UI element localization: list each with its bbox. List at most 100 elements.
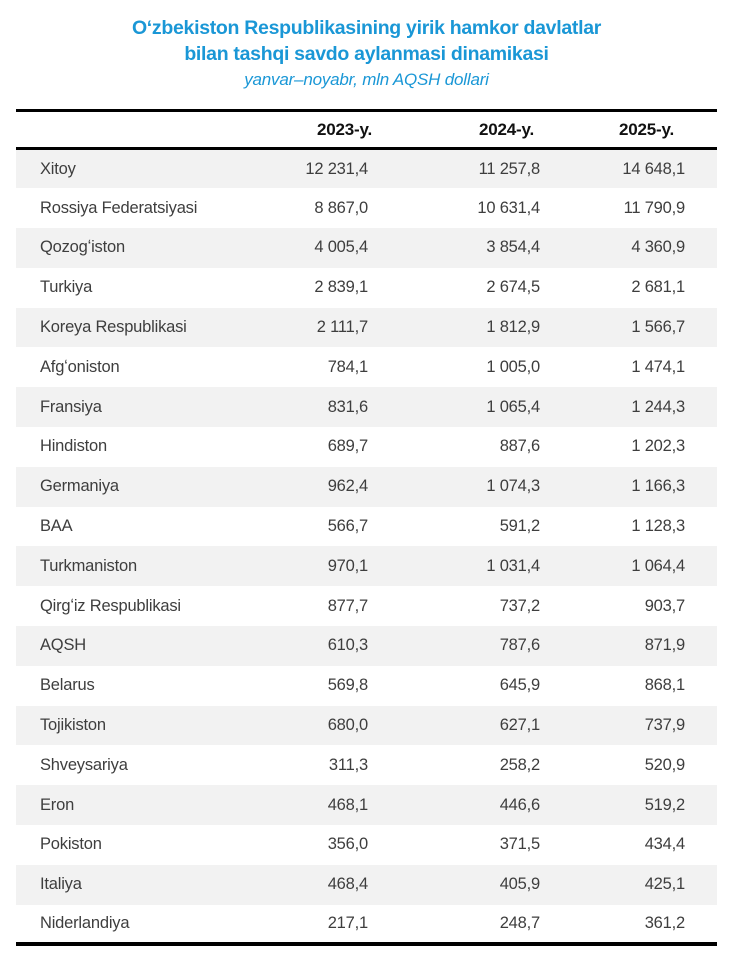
value-cell-2024: 737,2: [499, 596, 540, 615]
value-cell-2024: 591,2: [499, 517, 540, 536]
country-cell: BAA: [40, 517, 73, 536]
value-cell-2023: 356,0: [327, 835, 368, 854]
country-cell: Italiya: [40, 875, 82, 894]
value-cell-2025: 520,9: [644, 755, 685, 774]
country-cell: Pokiston: [40, 835, 102, 854]
country-cell: Qozogʻiston: [40, 238, 125, 257]
value-cell-2025: 2 681,1: [631, 278, 685, 297]
table-row: Shveysariya 311,3 258,2 520,9: [16, 745, 717, 785]
value-cell-2023: 8 867,0: [314, 198, 368, 217]
page-title-line-1: Oʻzbekiston Respublikasining yirik hamko…: [131, 17, 602, 39]
country-cell: AQSH: [40, 636, 86, 655]
value-cell-2024: 1 005,0: [486, 357, 540, 376]
value-cell-2024: 10 631,4: [477, 198, 540, 217]
value-cell-2025: 519,2: [644, 795, 685, 814]
country-cell: Tojikiston: [40, 716, 106, 735]
page-title-line-2: bilan tashqi savdo aylanmasi dinamikasi: [184, 43, 549, 65]
country-cell: Rossiya Federatsiyasi: [40, 198, 198, 217]
table-row: Koreya Respublikasi 2 111,7 1 812,9 1 566,7: [16, 307, 717, 348]
value-cell-2023: 877,7: [327, 596, 368, 615]
value-cell-2025: 4 360,9: [631, 238, 685, 257]
value-cell-2023: 784,1: [327, 357, 368, 376]
value-cell-2024: 645,9: [499, 676, 540, 695]
table-row: Rossiya Federatsiyasi 8 867,0 10 631,4 11 7…: [16, 188, 717, 228]
value-cell-2023: 566,7: [327, 517, 368, 536]
table-row: Xitoy 12 231,4 11 257,8 14 648,1: [16, 148, 717, 189]
table-row: Qirgʻiz Respublikasi 877,7 737,2 903,7: [16, 586, 717, 626]
value-cell-2023: 217,1: [327, 914, 368, 933]
value-cell-2024: 405,9: [499, 875, 540, 894]
value-cell-2025: 868,1: [644, 676, 685, 695]
value-cell-2025: 1 166,3: [631, 477, 685, 496]
country-cell: Shveysariya: [40, 755, 128, 774]
country-cell: Eron: [40, 795, 75, 814]
value-cell-2025: 1 064,4: [631, 556, 685, 575]
table-body: Xitoy 12 231,4 11 257,8 14 648,1 Rossiya Fed…: [16, 148, 717, 945]
value-cell-2024: 258,2: [499, 755, 540, 774]
value-cell-2025: 425,1: [644, 875, 685, 894]
value-cell-2023: 569,8: [327, 676, 368, 695]
country-cell: Belarus: [40, 676, 95, 695]
value-cell-2025: 1 566,7: [631, 318, 685, 337]
value-cell-2023: 2 111,7: [316, 318, 368, 337]
table-row: Turkmaniston 970,1 1 031,4 1 064,4: [16, 546, 717, 587]
value-cell-2024: 1 812,9: [486, 318, 540, 337]
trade-turnover-table: 2023-y. 2024-y. 2025-y. Xitoy 12 231,4 11 …: [16, 109, 717, 947]
value-cell-2024: 248,7: [499, 914, 540, 933]
table-row: Belarus 569,8 645,9 868,1: [16, 666, 717, 706]
value-cell-2024: 2 674,5: [486, 278, 540, 297]
value-cell-2025: 1 244,3: [631, 397, 685, 416]
value-cell-2024: 446,6: [499, 795, 540, 814]
value-cell-2024: 787,6: [499, 636, 540, 655]
value-cell-2023: 2 839,1: [314, 278, 368, 297]
table-row: Pokiston 356,0 371,5 434,4: [16, 825, 717, 865]
table-header-row: 2023-y. 2024-y. 2025-y.: [16, 110, 717, 150]
value-cell-2023: 4 005,4: [314, 238, 368, 257]
country-cell: Germaniya: [40, 477, 119, 496]
country-cell: Koreya Respublikasi: [40, 318, 187, 337]
value-cell-2023: 831,6: [327, 397, 368, 416]
value-cell-2024: 1 065,4: [486, 397, 540, 416]
table-row: Niderlandiya 217,1 248,7 361,2: [16, 905, 717, 945]
table-row: Fransiya 831,6 1 065,4 1 244,3: [16, 387, 717, 428]
table-row: Italiya 468,4 405,9 425,1: [16, 864, 717, 905]
value-cell-2024: 627,1: [499, 716, 540, 735]
value-cell-2025: 14 648,1: [622, 159, 685, 178]
value-cell-2024: 1 031,4: [486, 556, 540, 575]
page-subtitle: yanvar–noyabr, mln AQSH dollari: [244, 70, 489, 89]
value-cell-2025: 1 202,3: [631, 437, 685, 456]
chart-title-block: Oʻzbekiston Respublikasining yirik hamko…: [0, 15, 733, 92]
table-row: BAA 566,7 591,2 1 128,3: [16, 507, 717, 547]
value-cell-2025: 1 474,1: [631, 357, 685, 376]
value-cell-2024: 11 257,8: [478, 159, 541, 178]
table-row: Hindiston 689,7 887,6 1 202,3: [16, 427, 717, 467]
country-cell: Fransiya: [40, 397, 102, 416]
country-cell: Qirgʻiz Respublikasi: [40, 596, 181, 615]
table-row: Afgʻoniston 784,1 1 005,0 1 474,1: [16, 347, 717, 387]
value-cell-2024: 887,6: [499, 437, 540, 456]
value-cell-2025: 871,9: [644, 636, 685, 655]
table-row: Turkiya 2 839,1 2 674,5 2 681,1: [16, 268, 717, 308]
value-cell-2023: 970,1: [327, 556, 368, 575]
value-cell-2024: 371,5: [499, 835, 540, 854]
country-cell: Turkiya: [40, 278, 93, 297]
value-cell-2024: 3 854,4: [486, 238, 540, 257]
table-row: Eron 468,1 446,6 519,2: [16, 785, 717, 826]
country-cell: Xitoy: [40, 159, 76, 178]
table-row: Qozogʻiston 4 005,4 3 854,4 4 360,9: [16, 228, 717, 268]
value-cell-2025: 903,7: [644, 596, 685, 615]
value-cell-2023: 689,7: [327, 437, 368, 456]
table-row: AQSH 610,3 787,6 871,9: [16, 626, 717, 666]
header-year-2024: 2024-y.: [378, 110, 544, 150]
header-year-2025: 2025-y.: [544, 110, 717, 150]
header-year-2023: 2023-y.: [252, 110, 378, 150]
country-cell: Turkmaniston: [40, 556, 137, 575]
header-country-empty: [16, 110, 252, 150]
table-row: Germaniya 962,4 1 074,3 1 166,3: [16, 466, 717, 507]
value-cell-2025: 1 128,3: [631, 517, 685, 536]
value-cell-2023: 468,1: [327, 795, 368, 814]
value-cell-2025: 434,4: [644, 835, 685, 854]
country-cell: Afgʻoniston: [40, 357, 120, 376]
table-row: Tojikiston 680,0 627,1 737,9: [16, 705, 717, 746]
value-cell-2023: 12 231,4: [305, 159, 368, 178]
